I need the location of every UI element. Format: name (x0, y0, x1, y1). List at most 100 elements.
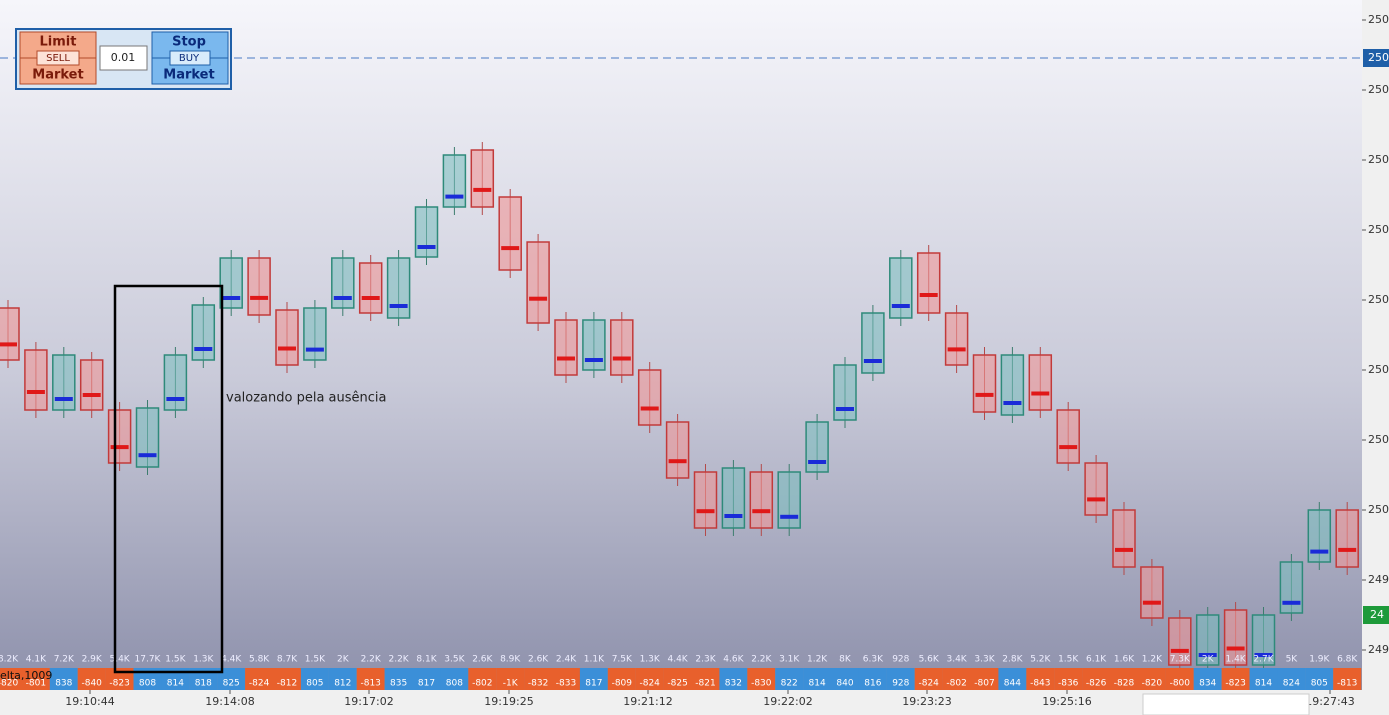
candle (247, 257, 271, 316)
volume-label: 8.2K (0, 655, 19, 665)
order-panel: Limit SELL Market 0.01 Stop BUY Market (15, 28, 232, 90)
poc (82, 393, 101, 397)
candle (1223, 609, 1248, 666)
quantity-input[interactable] (99, 45, 148, 71)
poc (1142, 600, 1161, 605)
poc (1226, 646, 1245, 651)
poc (110, 445, 129, 450)
volume-label: 5.6K (919, 655, 940, 665)
volume-label: 5.8K (249, 655, 270, 665)
candle (331, 257, 355, 309)
delta-label: -823 (1225, 679, 1245, 689)
delta-cell (356, 668, 385, 690)
candle (191, 304, 216, 361)
delta-label: 844 (1004, 679, 1021, 689)
volume-label: 3.3K (974, 655, 995, 665)
candle (1307, 509, 1332, 563)
poc (26, 390, 45, 394)
delta-label: 808 (139, 679, 156, 689)
poc (417, 245, 436, 249)
delta-label: -825 (667, 679, 687, 689)
poc (1198, 653, 1217, 657)
delta-label: 816 (864, 679, 881, 689)
delta-label: -830 (751, 679, 772, 689)
volume-label: 1.4K (1225, 655, 1246, 665)
buy-market[interactable]: Market (163, 68, 214, 83)
poc (612, 356, 631, 361)
volume-label: 4.1K (26, 655, 47, 665)
poc (584, 358, 603, 362)
delta-label: -826 (1086, 679, 1107, 689)
candle (275, 309, 299, 366)
buy-stop[interactable]: Stop (172, 35, 206, 50)
delta-label: 812 (334, 679, 351, 689)
delta-cell (1082, 668, 1111, 690)
y-tick-label: 250 (1368, 83, 1389, 96)
delta-cell (384, 668, 413, 690)
delta-label: -801 (26, 679, 46, 689)
delta-label: 808 (446, 679, 463, 689)
volume-label: 6.8K (1337, 655, 1358, 665)
delta-cell (579, 668, 608, 690)
delta-cell (217, 668, 246, 690)
delta-cell (1277, 668, 1306, 690)
delta-label: -832 (528, 679, 548, 689)
volume-label: 2.6K (528, 655, 549, 665)
delta-label: -800 (1170, 679, 1191, 689)
delta-label: -843 (1030, 679, 1050, 689)
candle (79, 359, 104, 411)
volume-label: 1.5K (305, 655, 326, 665)
y-tick-label: 250 (1368, 363, 1389, 376)
x-tick-label: 19:10:44 (65, 695, 114, 708)
delta-label: -812 (277, 679, 297, 689)
delta-label: -824 (918, 679, 939, 689)
volume-label: 2.4K (556, 655, 577, 665)
delta-cell (998, 668, 1027, 690)
volume-label: 2.9K (82, 655, 103, 665)
delta-cell (1221, 668, 1250, 690)
delta-cell (412, 668, 441, 690)
delta-cell (719, 668, 748, 690)
delta-label: -820 (1142, 679, 1163, 689)
delta-cell (524, 668, 553, 690)
poc (0, 342, 17, 347)
volume-label: 4.6K (723, 655, 744, 665)
delta-cell (468, 668, 497, 690)
poc (780, 514, 799, 519)
candle (1279, 561, 1304, 614)
delta-cell (1165, 668, 1194, 690)
delta-label: 814 (167, 679, 184, 689)
candle (972, 354, 997, 413)
delta-label: 928 (892, 679, 909, 689)
price-marker-label: 250 (1368, 51, 1389, 64)
sell-market[interactable]: Market (32, 68, 83, 83)
delta-cell (803, 668, 832, 690)
poc (389, 304, 408, 308)
x-tick-label: 19:25:16 (1042, 695, 1091, 708)
volume-label: 2.3K (695, 655, 716, 665)
y-tick-label: 249 (1368, 643, 1389, 656)
price-badge (1363, 49, 1389, 67)
sell-limit[interactable]: Limit (40, 35, 77, 50)
candle (749, 471, 774, 529)
delta-label: 838 (55, 679, 72, 689)
delta-cell (496, 668, 525, 690)
delta-label: -824 (249, 679, 270, 689)
delta-label: 818 (195, 679, 212, 689)
poc (640, 406, 659, 411)
poc (724, 514, 743, 518)
poc (975, 392, 994, 397)
poc (947, 347, 966, 352)
y-tick-label: 250 (1368, 433, 1389, 446)
volume-label: 2.2K (388, 655, 409, 665)
volume-label: 1.1K (584, 655, 605, 665)
highlight-box (113, 284, 224, 674)
x-tick-label: 19:14:08 (205, 695, 254, 708)
delta-cell (552, 668, 580, 690)
volume-label: 2.8K (1002, 655, 1023, 665)
poc (1282, 600, 1301, 605)
volume-label: 1.3K (193, 655, 214, 665)
delta-label: 840 (836, 679, 853, 689)
quantity[interactable]: 0.01 (111, 51, 136, 64)
candle (0, 307, 20, 361)
